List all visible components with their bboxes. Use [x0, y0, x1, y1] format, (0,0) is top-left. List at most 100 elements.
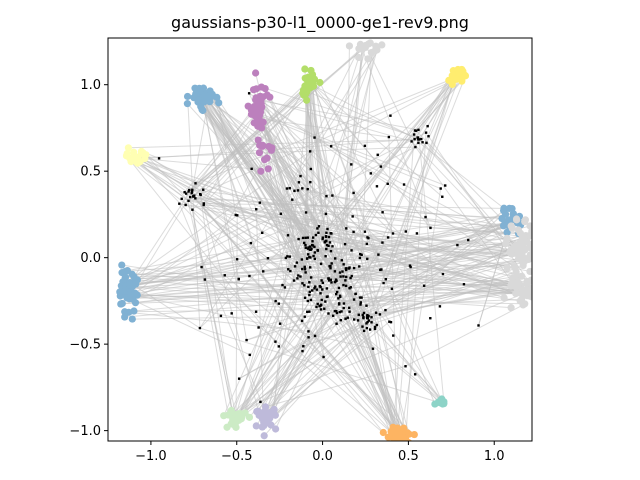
inner-point: [284, 256, 288, 260]
outer-point: [405, 430, 413, 438]
inner-point: [390, 287, 394, 291]
inner-point: [409, 265, 412, 269]
outer-point: [272, 425, 280, 433]
outer-point: [508, 204, 516, 213]
link-line: [328, 277, 519, 287]
inner-point: [261, 231, 264, 235]
link-line: [344, 46, 364, 245]
inner-point: [291, 198, 294, 201]
inner-point: [417, 128, 420, 132]
link-line: [238, 293, 321, 421]
inner-point: [366, 257, 369, 261]
inner-point: [301, 282, 304, 285]
inner-point: [333, 257, 337, 260]
inner-point: [377, 253, 380, 256]
link-line: [303, 277, 513, 347]
inner-point: [324, 239, 328, 243]
outer-point: [249, 86, 258, 94]
outer-point: [142, 151, 150, 159]
link-line: [334, 310, 441, 401]
link-line: [341, 311, 404, 439]
outer-point: [259, 118, 267, 126]
outer-point: [518, 272, 526, 280]
outer-point: [378, 41, 386, 49]
link-line: [330, 145, 521, 247]
inner-point: [313, 334, 317, 338]
inner-point: [309, 167, 313, 171]
inner-point: [262, 270, 265, 273]
inner-point: [190, 190, 194, 193]
inner-point: [313, 257, 317, 261]
outer-point: [507, 222, 515, 230]
inner-point: [381, 241, 384, 244]
inner-point: [349, 286, 352, 289]
inner-point: [387, 135, 391, 139]
outer-point: [390, 436, 398, 441]
inner-point: [304, 246, 308, 249]
inner-point: [342, 275, 345, 278]
link-line: [201, 74, 313, 268]
link-line: [268, 330, 365, 419]
inner-point: [427, 135, 430, 138]
inner-point: [345, 275, 348, 279]
link-line: [185, 193, 238, 418]
outer-point: [514, 250, 522, 258]
link-line: [201, 267, 229, 416]
inner-point: [235, 258, 239, 261]
inner-point: [302, 241, 306, 245]
outer-point: [131, 299, 140, 307]
outer-point: [266, 93, 274, 101]
link-line: [119, 250, 332, 293]
inner-point: [245, 338, 248, 342]
inner-point: [178, 202, 181, 205]
link-line: [188, 43, 369, 202]
link-line: [278, 303, 384, 433]
link-line: [339, 47, 363, 273]
inner-point: [324, 300, 327, 303]
link-line: [311, 79, 463, 250]
inner-point: [308, 290, 311, 294]
inner-point: [296, 189, 300, 192]
outer-point: [223, 423, 231, 431]
inner-point: [300, 319, 304, 323]
inner-point: [426, 124, 429, 128]
inner-point: [292, 279, 296, 282]
link-line: [235, 215, 238, 428]
outer-point: [257, 167, 265, 175]
inner-point: [415, 232, 419, 235]
outer-point: [244, 102, 252, 110]
inner-point: [325, 194, 328, 198]
inner-point: [384, 278, 387, 281]
inner-point: [308, 245, 312, 248]
inner-point: [296, 277, 299, 280]
inner-point: [311, 236, 315, 239]
link-line: [418, 139, 445, 402]
inner-point: [329, 278, 333, 281]
inner-point: [223, 274, 226, 277]
inner-point: [338, 271, 342, 274]
x-tick-label: 0.0: [312, 449, 333, 464]
inner-point: [321, 236, 324, 239]
chart-title: gaussians-p30-l1_0000-ge1-rev9.png: [171, 13, 469, 33]
y-tick-label: 0.5: [80, 165, 101, 180]
link-line: [181, 198, 392, 432]
outer-point: [503, 234, 511, 242]
inner-point: [358, 265, 361, 268]
inner-point: [281, 283, 284, 287]
inner-point: [288, 255, 291, 258]
inner-point: [359, 252, 362, 256]
inner-point: [286, 234, 290, 237]
x-tick-label: 0.5: [398, 449, 419, 464]
inner-point: [308, 248, 312, 251]
outer-point: [250, 119, 258, 127]
outer-point: [399, 434, 408, 441]
outer-point: [384, 433, 392, 441]
outer-point: [440, 398, 448, 406]
inner-point: [255, 208, 258, 211]
inner-point: [365, 316, 369, 320]
inner-point: [381, 211, 384, 214]
inner-point: [157, 157, 161, 160]
outer-point: [512, 290, 520, 298]
link-line: [236, 249, 319, 419]
